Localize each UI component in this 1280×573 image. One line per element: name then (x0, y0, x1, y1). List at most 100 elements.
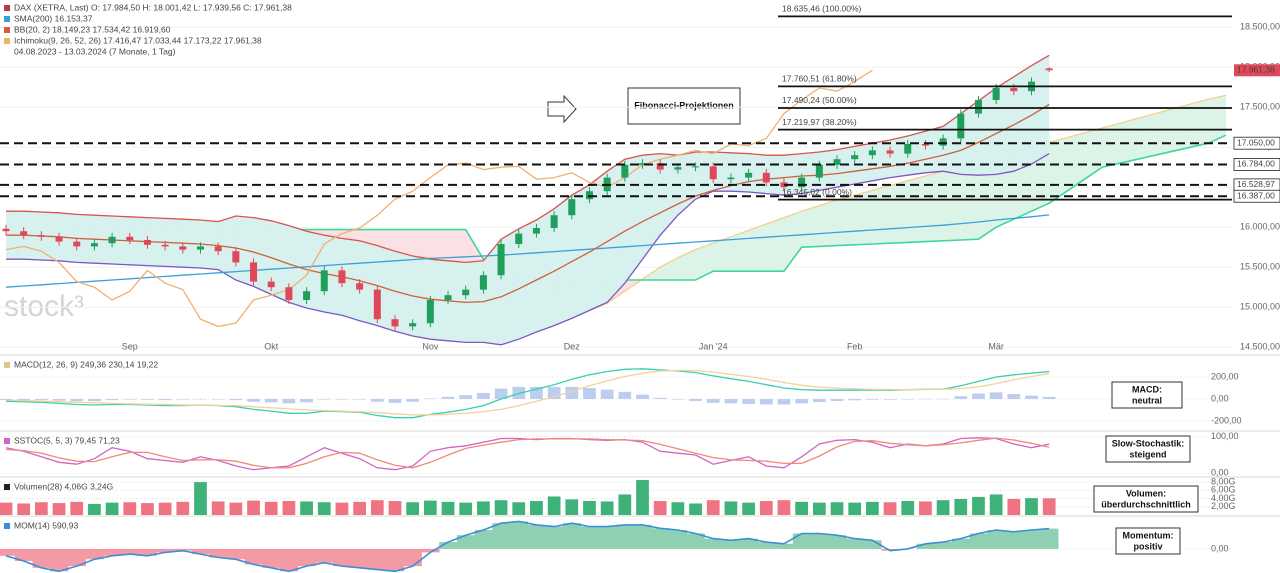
bar (441, 501, 455, 515)
area-slice (120, 548, 140, 555)
bar (494, 500, 508, 515)
area-slice (863, 540, 882, 549)
area-slice (580, 526, 599, 549)
bar (229, 398, 243, 401)
bar (972, 496, 985, 515)
note-text: überdurchschnittlich (1101, 499, 1191, 509)
line (5, 437, 1050, 469)
area-slice (315, 548, 334, 563)
band-fill (642, 153, 661, 260)
band-fill (819, 149, 837, 191)
x-tick-label: Feb (847, 341, 863, 351)
y-tick-label: 6,00G (1211, 485, 1236, 495)
level-label: 16.784,00 (1237, 159, 1275, 169)
date-range: 04.08.2023 - 13.03.2024 (7 Monate, 1 Tag… (14, 46, 176, 56)
bar (211, 501, 225, 515)
bar (388, 398, 402, 403)
legend-swatch (4, 5, 10, 11)
bar (812, 398, 826, 403)
candle-body (833, 159, 841, 165)
note-box (1115, 527, 1181, 555)
candle-body (356, 283, 364, 290)
momentum-line (5, 520, 1050, 573)
cloud-fill (960, 161, 979, 240)
bar (52, 503, 66, 515)
band-fill (978, 88, 997, 176)
candle-body (462, 289, 470, 296)
legend-entry: Volumen(28) 4,06G 3,24G (14, 481, 113, 491)
bar (512, 502, 526, 515)
watermark: stock³ (4, 290, 84, 323)
candle-body (20, 231, 28, 236)
bar (689, 503, 702, 515)
cloud-fill (943, 166, 961, 241)
candle-body (656, 163, 664, 170)
bar (742, 502, 755, 515)
cloud-fill (1137, 113, 1156, 160)
area-slice (633, 524, 652, 549)
area-slice (368, 548, 387, 570)
candle-body (939, 138, 947, 146)
band-fill (624, 155, 643, 284)
legend-swatch (4, 38, 10, 44)
y-tick-label: 2,00G (1211, 501, 1236, 511)
fib-label: 17.760,51 (61.80%) (782, 74, 857, 84)
bar (653, 397, 667, 399)
band-fill (960, 100, 979, 176)
cloud-fill (1190, 99, 1209, 148)
cloud-fill (713, 236, 731, 272)
bar (88, 398, 101, 402)
bar (406, 398, 420, 402)
bar (423, 500, 437, 515)
bar (176, 501, 190, 515)
candle-body (497, 244, 505, 276)
band-fill (713, 152, 731, 192)
cloud-fill (730, 230, 749, 272)
bar (795, 398, 809, 404)
note-text: positiv (1133, 541, 1162, 551)
bar (547, 496, 561, 515)
area-slice (951, 538, 971, 549)
line (5, 214, 1050, 288)
bar (264, 501, 278, 515)
area-slice (704, 538, 723, 549)
area-slice (545, 526, 564, 549)
cloud-fill (677, 249, 696, 280)
bar (300, 398, 313, 403)
bar (353, 501, 366, 515)
band-fill (554, 195, 572, 326)
area-slice (934, 542, 953, 549)
bar (335, 398, 349, 400)
bar (759, 398, 773, 405)
bar (317, 502, 331, 515)
candle-body (957, 113, 965, 139)
bar (17, 398, 31, 401)
y-tick-label: 15.000,00 (1240, 302, 1280, 312)
cloud-fill (766, 217, 784, 272)
bar (194, 398, 207, 400)
bar (919, 501, 932, 515)
bar (653, 501, 667, 515)
bar (0, 502, 13, 515)
band-fill (1013, 65, 1032, 172)
bar (229, 502, 243, 515)
band-fill (571, 184, 590, 319)
line (6, 103, 1050, 304)
bar (211, 398, 225, 400)
candle-body (303, 291, 311, 300)
cloud-fill (395, 229, 413, 256)
area-slice (722, 540, 741, 549)
cloud-fill (1066, 132, 1085, 192)
area-slice (509, 521, 528, 549)
level-tag (1233, 189, 1280, 203)
bar (1042, 396, 1056, 399)
x-tick-label: Okt (264, 341, 279, 351)
fib-label: 18.635,46 (100.00%) (782, 4, 862, 14)
cloud-fill (890, 180, 908, 244)
band-fill (996, 76, 1014, 175)
note-title: Slow-Stochastik: (1112, 438, 1185, 448)
area-slice (14, 548, 33, 561)
area-slice (350, 548, 369, 568)
candle-body (1045, 68, 1053, 71)
band-fill (536, 208, 555, 332)
